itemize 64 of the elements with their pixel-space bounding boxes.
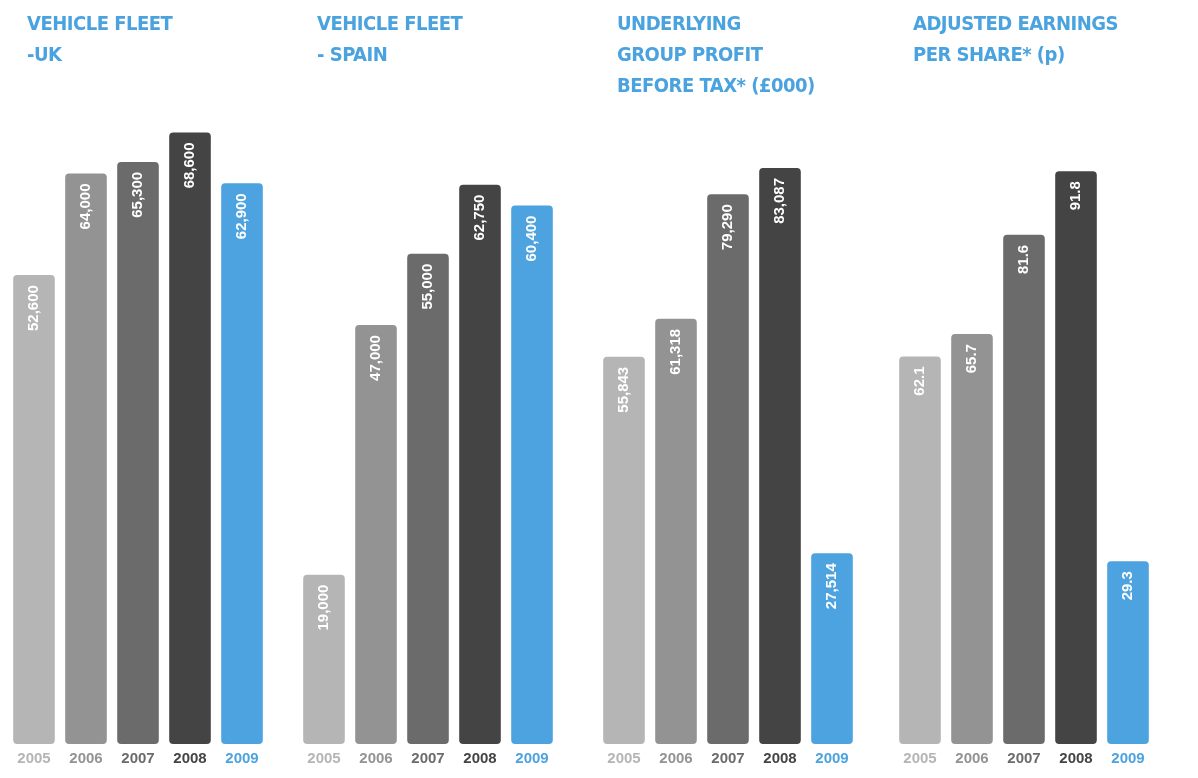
x-tick-label: 2007	[1007, 749, 1041, 767]
data-label: 62,900	[232, 193, 250, 240]
data-label: 19,000	[314, 584, 332, 631]
data-label: 47,000	[366, 335, 384, 381]
chart-title: ADJUSTED EARNINGS PER SHARE* (p)	[913, 10, 1119, 68]
x-tick-label: 2005	[17, 749, 51, 767]
bar	[811, 553, 853, 744]
bar	[951, 334, 993, 744]
data-label: 64,000	[76, 183, 94, 230]
x-tick-label: 2005	[307, 749, 341, 767]
data-label: 60,400	[522, 215, 540, 262]
bar	[221, 183, 263, 744]
x-tick-label: 2008	[763, 749, 797, 767]
data-label: 65,300	[128, 171, 146, 218]
bar	[13, 275, 55, 744]
x-tick-label: 2006	[359, 749, 393, 767]
x-tick-label: 2006	[955, 749, 989, 767]
data-label: 83,087	[770, 177, 788, 224]
chart-title: UNDERLYING GROUP PROFIT BEFORE TAX* (£000)	[617, 10, 815, 99]
x-tick-label: 2007	[711, 749, 745, 767]
data-label: 61,318	[666, 328, 684, 375]
bar	[603, 356, 645, 744]
bar	[117, 161, 159, 744]
data-label: 62,750	[470, 194, 488, 241]
data-label: 29.3	[1118, 571, 1136, 601]
bar	[655, 318, 697, 744]
bar	[1003, 234, 1045, 744]
x-tick-label: 2008	[1059, 749, 1093, 767]
data-label: 68,600	[180, 142, 198, 189]
data-label: 91.8	[1066, 181, 1084, 211]
x-tick-label: 2007	[411, 749, 445, 767]
bar	[355, 325, 397, 744]
data-label: 27,514	[822, 562, 840, 610]
x-tick-label: 2009	[225, 749, 259, 767]
bar	[511, 205, 553, 744]
x-tick-label: 2007	[121, 749, 155, 767]
x-tick-label: 2006	[69, 749, 103, 767]
data-label: 55,843	[614, 366, 632, 413]
x-tick-label: 2005	[607, 749, 641, 767]
bar	[169, 132, 211, 744]
data-label: 62.1	[910, 366, 928, 396]
bar	[407, 253, 449, 744]
bar	[65, 173, 107, 744]
bar	[899, 356, 941, 744]
x-tick-label: 2009	[1111, 749, 1145, 767]
x-tick-label: 2006	[659, 749, 693, 767]
bar	[707, 194, 749, 744]
data-label: 52,600	[24, 285, 42, 331]
x-tick-label: 2009	[815, 749, 849, 767]
chart-title: VEHICLE FLEET - SPAIN	[317, 10, 463, 68]
bar	[1107, 561, 1149, 744]
data-label: 55,000	[418, 263, 436, 310]
x-tick-label: 2008	[463, 749, 497, 767]
x-tick-label: 2005	[903, 749, 937, 767]
bar	[303, 574, 345, 744]
data-label: 79,290	[718, 204, 736, 251]
x-tick-label: 2008	[173, 749, 207, 767]
bar	[1055, 171, 1097, 744]
data-label: 81.6	[1014, 244, 1032, 275]
bar	[759, 167, 801, 744]
chart-title: VEHICLE FLEET -UK	[27, 10, 173, 68]
x-tick-label: 2009	[515, 749, 549, 767]
data-label: 65.7	[962, 344, 980, 374]
bar	[459, 184, 501, 744]
